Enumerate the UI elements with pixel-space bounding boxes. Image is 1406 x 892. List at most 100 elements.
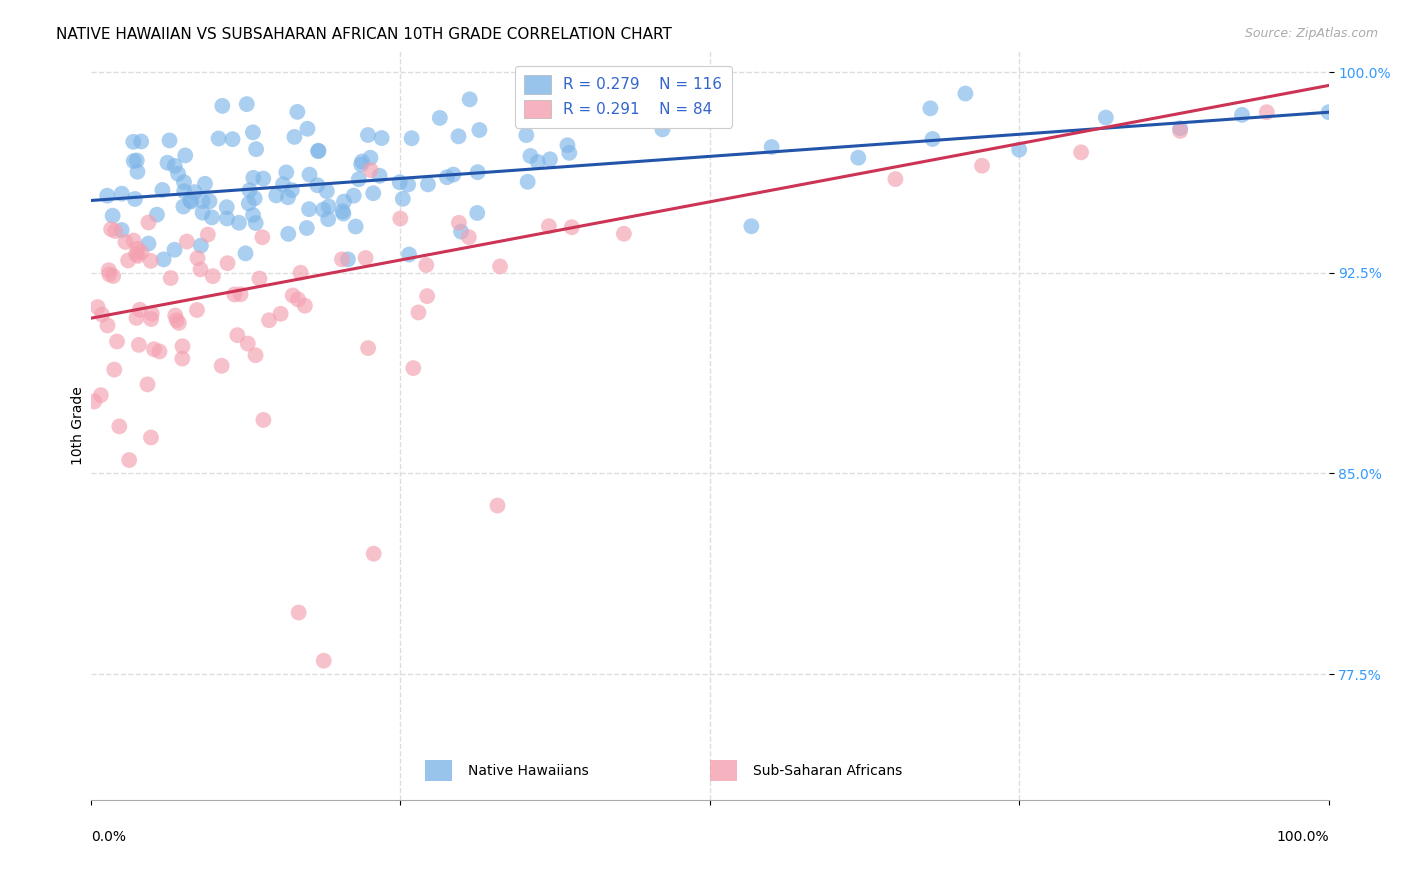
Point: [138, 236, 160, 251]
Point: [354, 251, 377, 265]
Point: [347, 172, 370, 186]
Point: [201, 269, 224, 284]
Point: [215, 200, 238, 214]
Point: [211, 359, 233, 373]
Point: [96, 188, 118, 202]
Point: [332, 204, 354, 219]
Point: [312, 654, 335, 668]
Point: [191, 205, 214, 219]
Point: [229, 287, 252, 301]
Point: [139, 430, 162, 444]
Point: [201, 211, 224, 225]
Point: [247, 271, 270, 285]
Text: Native Hawaiians: Native Hawaiians: [468, 764, 589, 779]
Point: [290, 266, 312, 280]
Point: [90, 388, 112, 402]
Point: [308, 144, 330, 158]
Point: [217, 256, 239, 270]
Point: [235, 246, 257, 260]
Point: [114, 235, 136, 249]
Point: [96, 318, 118, 333]
Point: [197, 227, 219, 242]
Point: [152, 252, 174, 267]
Point: [127, 242, 149, 256]
Point: [165, 309, 187, 323]
Point: [97, 263, 120, 277]
Point: [846, 151, 869, 165]
Point: [613, 227, 636, 241]
Point: [295, 221, 318, 235]
Point: [101, 268, 124, 283]
Point: [167, 167, 190, 181]
Point: [124, 192, 146, 206]
Point: [226, 328, 249, 343]
Point: [211, 99, 233, 113]
Point: [343, 188, 366, 202]
Point: [163, 159, 186, 173]
Point: [458, 92, 481, 106]
Point: [166, 313, 188, 327]
Point: [447, 129, 470, 144]
Point: [396, 178, 419, 192]
Point: [740, 219, 762, 234]
Point: [357, 128, 380, 142]
Point: [515, 128, 537, 142]
Point: [527, 155, 550, 169]
Point: [318, 199, 340, 213]
Point: [298, 202, 321, 216]
Point: [921, 132, 943, 146]
Point: [1168, 124, 1191, 138]
Point: [516, 175, 538, 189]
Point: [283, 129, 305, 144]
Point: [257, 313, 280, 327]
Point: [281, 183, 304, 197]
Point: [101, 209, 124, 223]
Point: [238, 183, 260, 197]
Point: [127, 249, 149, 263]
Point: [105, 334, 128, 349]
Point: [307, 144, 329, 158]
Point: [122, 234, 145, 248]
Point: [287, 104, 309, 119]
Point: [398, 247, 420, 261]
Point: [242, 125, 264, 139]
Point: [1230, 108, 1253, 122]
Point: [391, 192, 413, 206]
Point: [429, 111, 451, 125]
Point: [436, 170, 458, 185]
Text: 0.0%: 0.0%: [91, 830, 125, 844]
Point: [467, 165, 489, 179]
Point: [136, 377, 159, 392]
Point: [307, 178, 329, 193]
Point: [245, 216, 267, 230]
Point: [277, 227, 299, 241]
Point: [264, 188, 287, 202]
Point: [131, 245, 153, 260]
Point: [103, 362, 125, 376]
Point: [389, 211, 412, 226]
Point: [125, 153, 148, 168]
Point: [298, 168, 321, 182]
Point: [538, 153, 561, 167]
Point: [519, 149, 541, 163]
Point: [122, 135, 145, 149]
Point: [441, 168, 464, 182]
Point: [91, 308, 114, 322]
Point: [236, 336, 259, 351]
FancyBboxPatch shape: [425, 760, 453, 781]
Point: [1256, 105, 1278, 120]
Point: [360, 163, 382, 178]
Point: [457, 230, 479, 244]
Point: [557, 138, 579, 153]
Point: [190, 238, 212, 252]
Point: [141, 307, 163, 321]
Point: [315, 184, 337, 198]
Point: [238, 196, 260, 211]
Point: [350, 157, 373, 171]
Point: [252, 230, 274, 244]
Point: [125, 310, 148, 325]
Point: [167, 316, 190, 330]
Point: [245, 142, 267, 156]
FancyBboxPatch shape: [710, 760, 737, 781]
Point: [336, 252, 359, 267]
